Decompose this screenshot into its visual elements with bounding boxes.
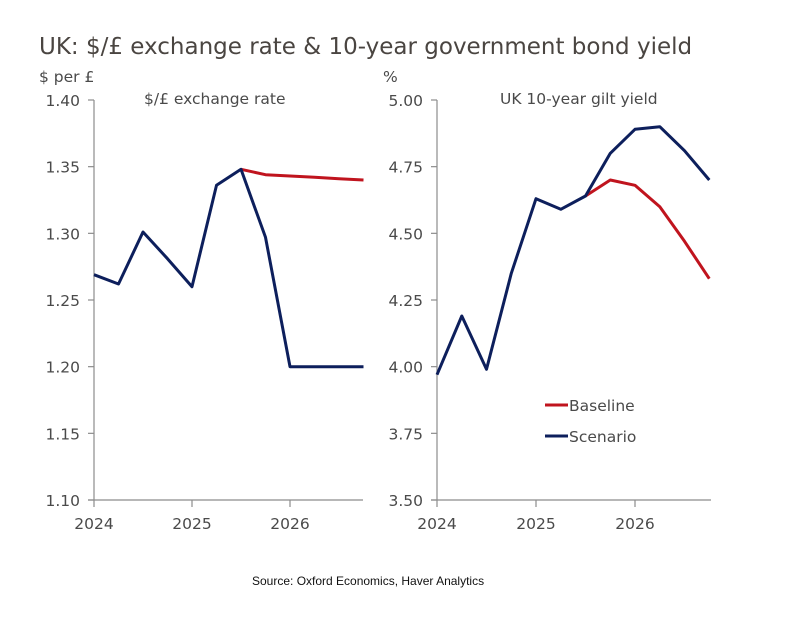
exchange-rate-y-tick-label: 1.15 [45, 425, 80, 443]
exchange-rate-subtitle: $/£ exchange rate [144, 90, 286, 108]
gilt-yield-y-tick-label: 4.25 [388, 292, 423, 310]
chart-title: UK: $/£ exchange rate & 10-year governme… [39, 34, 692, 60]
exchange-rate-y-tick-label: 1.20 [45, 359, 80, 377]
source-note: Source: Oxford Economics, Haver Analytic… [252, 574, 484, 588]
exchange-rate-x-tick-label: 2024 [74, 515, 113, 533]
gilt-yield-unit-label: % [383, 68, 398, 86]
exchange-rate-baseline-line [240, 167, 364, 182]
exchange-rate-x-tick-label: 2025 [172, 515, 211, 533]
gilt-yield-panel: % UK 10-year gilt yield 5.00 4.75 4.50 4.25… [383, 68, 711, 533]
exchange-rate-y-tick-label: 1.30 [45, 225, 80, 243]
gilt-yield-y-tick-label: 4.75 [388, 159, 423, 177]
legend-scenario-label: Scenario [569, 428, 636, 446]
gilt-yield-baseline-line [584, 178, 711, 280]
gilt-yield-y-tick-label: 4.50 [388, 225, 423, 243]
exchange-rate-y-tick-label: 1.25 [45, 292, 80, 310]
exchange-rate-x-tick-label: 2026 [270, 515, 309, 533]
legend: Baseline Scenario [545, 397, 636, 446]
gilt-yield-y-tick-label: 3.75 [388, 425, 423, 443]
gilt-yield-x-tick-label: 2026 [615, 515, 654, 533]
exchange-rate-y-tick-label: 1.10 [45, 492, 80, 510]
exchange-rate-unit-label: $ per £ [39, 68, 94, 86]
exchange-rate-panel: $ per £ $/£ exchange rate 1.40 1.35 1.30 1.… [39, 68, 364, 533]
legend-baseline-label: Baseline [569, 397, 635, 415]
exchange-rate-scenario-line [93, 167, 364, 369]
gilt-yield-subtitle: UK 10-year gilt yield [500, 90, 658, 108]
gilt-yield-y-tick-label: 5.00 [388, 92, 423, 110]
gilt-yield-x-tick-label: 2025 [516, 515, 555, 533]
gilt-yield-x-tick-label: 2024 [417, 515, 456, 533]
exchange-rate-y-tick-label: 1.40 [45, 92, 80, 110]
exchange-rate-y-tick-label: 1.35 [45, 159, 80, 177]
gilt-yield-y-tick-label: 4.00 [388, 359, 423, 377]
gilt-yield-scenario-line [435, 125, 711, 376]
gilt-yield-y-tick-label: 3.50 [388, 492, 423, 510]
